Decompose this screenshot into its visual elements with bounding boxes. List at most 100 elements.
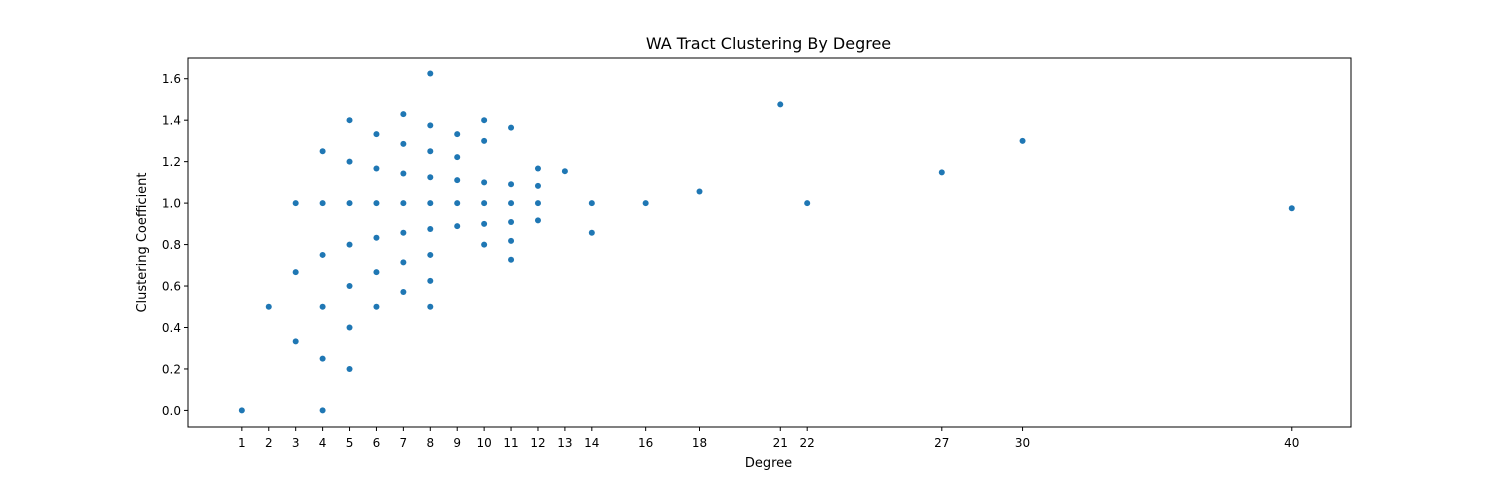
data-point [346, 283, 353, 290]
data-point [427, 70, 434, 77]
x-axis-label: Degree [745, 456, 792, 471]
data-point [319, 148, 326, 155]
data-point [508, 200, 515, 207]
x-tick-label: 11 [503, 436, 518, 450]
data-point [481, 137, 488, 144]
data-point [373, 234, 380, 241]
data-point [400, 229, 407, 236]
y-tick-label: 0.0 [162, 404, 181, 418]
y-tick-label: 1.0 [162, 197, 181, 211]
data-point [561, 168, 568, 175]
x-tick-label: 16 [638, 436, 653, 450]
y-tick-label: 0.2 [162, 362, 181, 376]
data-point [346, 117, 353, 124]
data-point [346, 158, 353, 165]
data-point [292, 200, 299, 207]
data-point [427, 122, 434, 129]
data-point [534, 200, 541, 207]
data-point [319, 251, 326, 258]
data-point [481, 179, 488, 186]
data-point [454, 177, 461, 184]
x-tick-label: 9 [453, 436, 461, 450]
x-tick-label: 18 [692, 436, 707, 450]
x-tick-label: 30 [1015, 436, 1030, 450]
data-point [400, 170, 407, 177]
data-point [454, 154, 461, 161]
data-point [427, 174, 434, 181]
x-tick-label: 40 [1284, 436, 1299, 450]
x-tick-label: 3 [292, 436, 300, 450]
data-point [534, 182, 541, 189]
data-point [481, 241, 488, 248]
data-point [508, 218, 515, 225]
data-point [508, 237, 515, 244]
data-point [454, 223, 461, 230]
data-point [481, 200, 488, 207]
data-point [373, 165, 380, 172]
x-tick-label: 4 [319, 436, 327, 450]
data-point [346, 241, 353, 248]
data-point [534, 165, 541, 172]
data-points [238, 70, 1295, 414]
x-tick-label: 22 [800, 436, 815, 450]
data-point [1288, 205, 1295, 212]
axis-ticks: 1 2 3 4 5 6 7 8 9 10 11 12 13 14 16 18 21 22 27 30 400.00.20… [162, 72, 1300, 450]
data-point [346, 324, 353, 331]
data-point [400, 289, 407, 296]
data-point [642, 200, 649, 207]
data-point [292, 269, 299, 276]
x-tick-label: 6 [373, 436, 381, 450]
chart-title: WA Tract Clustering By Degree [646, 34, 891, 53]
x-tick-label: 7 [400, 436, 408, 450]
data-point [508, 181, 515, 188]
data-point [292, 338, 299, 345]
y-tick-label: 0.8 [162, 238, 181, 252]
data-point [454, 200, 461, 207]
plot-frame [187, 57, 1352, 428]
data-point [804, 200, 811, 207]
y-tick-label: 0.6 [162, 280, 181, 294]
data-point [777, 101, 784, 108]
data-point [454, 131, 461, 138]
data-point [400, 259, 407, 266]
data-point [588, 229, 595, 236]
y-tick-label: 1.4 [162, 114, 181, 128]
data-point [481, 117, 488, 124]
data-point [427, 148, 434, 155]
data-point [319, 407, 326, 414]
data-point [373, 269, 380, 276]
data-point [319, 303, 326, 310]
data-point [508, 256, 515, 263]
data-point [427, 251, 434, 258]
data-point [265, 303, 272, 310]
data-point [1019, 137, 1026, 144]
x-tick-label: 5 [346, 436, 354, 450]
data-point [534, 217, 541, 224]
data-point [427, 303, 434, 310]
y-tick-label: 0.4 [162, 321, 181, 335]
x-tick-label: 21 [773, 436, 788, 450]
data-point [481, 220, 488, 227]
data-point [373, 303, 380, 310]
data-point [427, 277, 434, 284]
x-tick-label: 10 [476, 436, 491, 450]
data-point [400, 140, 407, 147]
x-tick-label: 8 [426, 436, 434, 450]
data-point [400, 200, 407, 207]
data-point [319, 200, 326, 207]
data-point [696, 188, 703, 195]
x-tick-label: 1 [238, 436, 246, 450]
data-point [508, 124, 515, 131]
data-point [400, 111, 407, 118]
y-tick-label: 1.6 [162, 72, 181, 86]
x-tick-label: 27 [934, 436, 949, 450]
y-tick-label: 1.2 [162, 155, 181, 169]
data-point [373, 131, 380, 138]
data-point [346, 365, 353, 372]
data-point [427, 200, 434, 207]
x-tick-label: 14 [584, 436, 599, 450]
data-point [319, 355, 326, 362]
data-point [346, 200, 353, 207]
